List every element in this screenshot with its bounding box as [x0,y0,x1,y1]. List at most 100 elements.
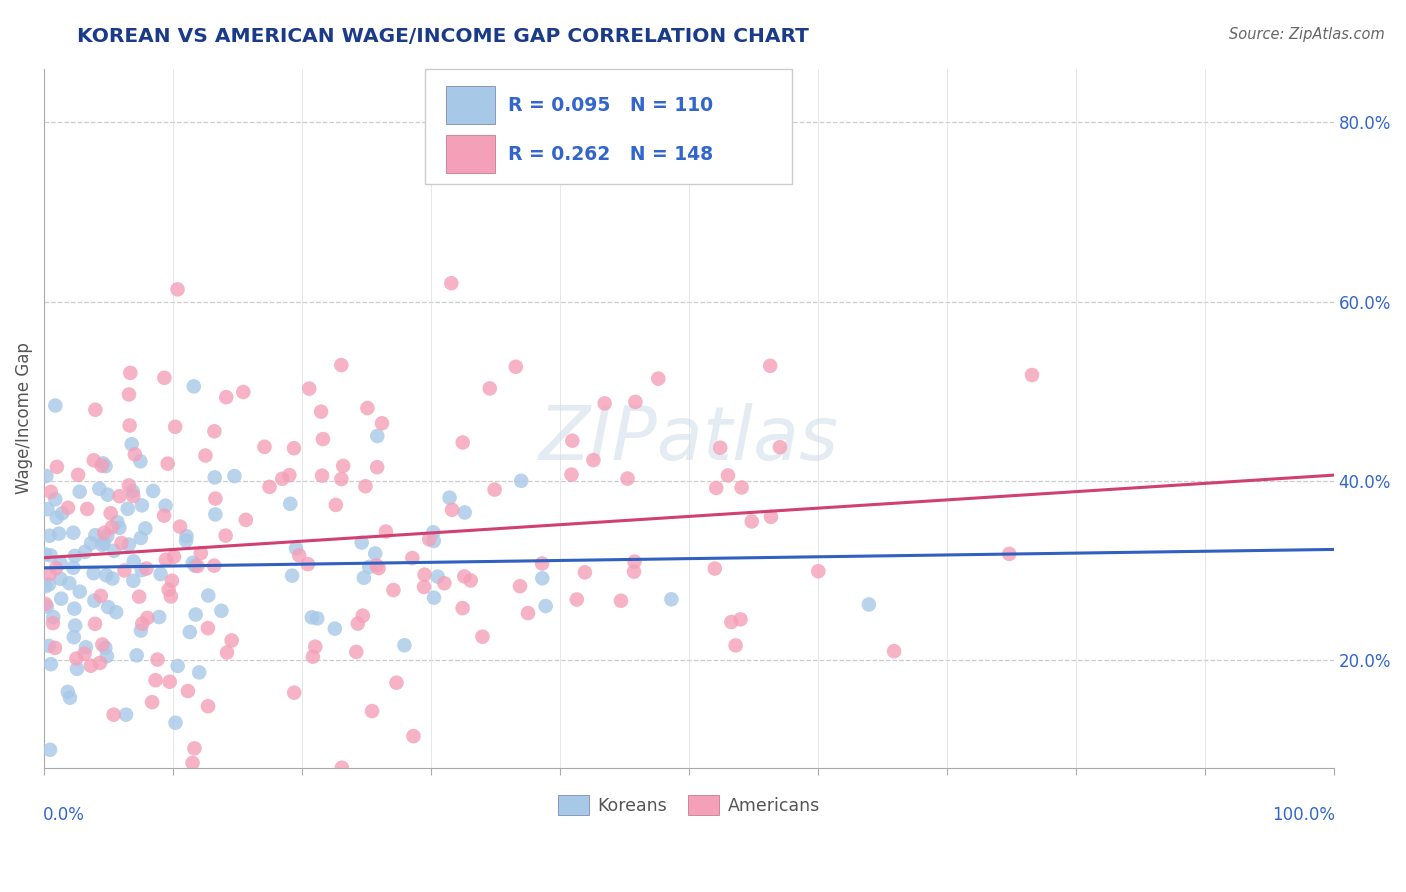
Point [131,499,153,513]
Point [232,384,254,399]
Point [423,591,446,605]
Point [183,379,205,393]
Point [42,616,65,631]
Point [101,572,124,586]
Point [49,556,72,570]
Point [214,528,236,542]
Point [197,589,219,603]
Point [124,447,146,461]
Text: R = 0.262   N = 148: R = 0.262 N = 148 [509,145,713,164]
Point [364,546,387,560]
Point [759,359,782,373]
Point [63,549,86,563]
Point [724,639,747,653]
Point [647,371,669,385]
Point [110,536,132,550]
Point [45,561,67,575]
Point [91,638,114,652]
FancyBboxPatch shape [425,69,792,184]
Point [166,282,188,296]
Point [69,484,91,499]
Point [367,561,389,575]
Text: R = 0.095   N = 110: R = 0.095 N = 110 [509,96,713,115]
Point [67,467,90,482]
Point [440,277,463,291]
Point [471,630,494,644]
Point [96,529,118,543]
Point [366,429,388,443]
Point [38,567,60,582]
Point [730,612,752,626]
Point [179,625,201,640]
Point [93,525,115,540]
Point [298,382,321,396]
Point [101,520,124,534]
Point [97,600,120,615]
Point [259,480,281,494]
Point [661,592,683,607]
Point [209,604,232,618]
Point [301,610,323,624]
Point [157,582,180,597]
Point [89,656,111,670]
Point [97,488,120,502]
Point [304,640,326,654]
Text: Source: ZipAtlas.com: Source: ZipAtlas.com [1229,27,1385,42]
Point [90,458,112,473]
Point [121,437,143,451]
Point [215,646,238,660]
Point [91,456,114,470]
Point [215,390,238,404]
Text: 0.0%: 0.0% [42,806,84,824]
Point [75,640,97,655]
Point [118,418,141,433]
Point [323,622,346,636]
Point [454,506,477,520]
Point [114,564,136,578]
Point [122,554,145,568]
Point [285,541,308,556]
Point [153,371,176,385]
Point [190,546,212,560]
Point [155,552,177,566]
Point [165,419,187,434]
Point [311,468,333,483]
Point [63,618,86,632]
Point [51,506,73,520]
Text: KOREAN VS AMERICAN WAGE/INCOME GAP CORRELATION CHART: KOREAN VS AMERICAN WAGE/INCOME GAP CORRE… [77,27,810,45]
Point [253,440,276,454]
Point [593,396,616,410]
Point [103,707,125,722]
Point [531,557,554,571]
Point [121,484,143,499]
Point [129,624,152,638]
Point [120,366,142,380]
Point [623,565,645,579]
Point [84,402,107,417]
Point [759,509,782,524]
Point [66,662,89,676]
Point [184,607,207,622]
Point [307,611,329,625]
Point [623,555,645,569]
Point [704,481,727,495]
Point [159,674,181,689]
Point [283,442,305,456]
Point [145,673,167,688]
Point [160,590,183,604]
Point [385,675,408,690]
Point [344,645,367,659]
Point [34,579,56,593]
Point [1021,368,1043,382]
Point [624,395,647,409]
Point [156,457,179,471]
Point [332,458,354,473]
Point [115,707,138,722]
Point [122,574,145,588]
Point [202,425,225,439]
Point [858,598,880,612]
Point [720,615,742,629]
Point [129,454,152,468]
Point [359,559,381,574]
Point [451,601,474,615]
